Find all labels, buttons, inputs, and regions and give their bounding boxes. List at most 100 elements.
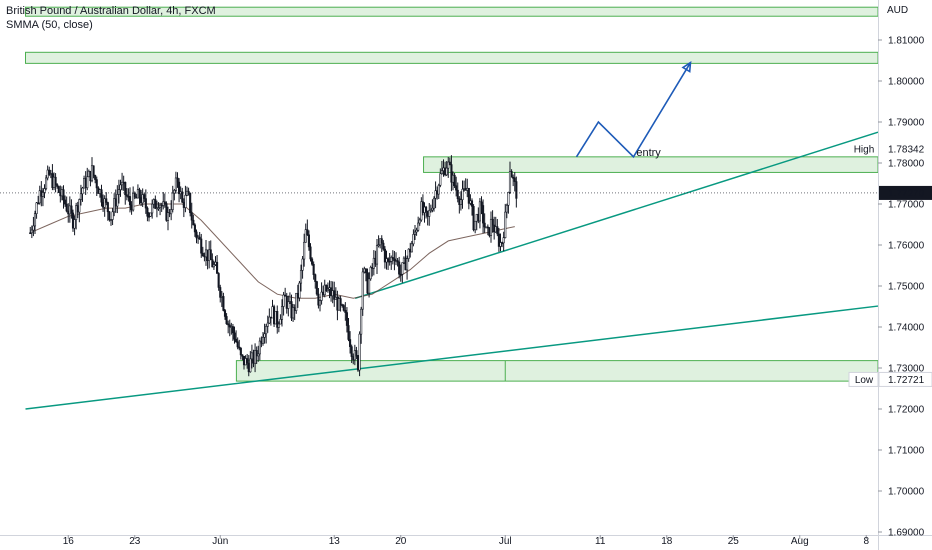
candle-body <box>456 189 459 200</box>
candle-body <box>84 178 87 189</box>
candle-body <box>279 319 282 325</box>
candle-body <box>119 184 122 190</box>
time-tick-label: 16 <box>63 536 75 547</box>
candle-body <box>214 261 217 265</box>
candle-body <box>478 201 481 222</box>
candle-body <box>92 165 95 176</box>
candle-body <box>377 244 380 247</box>
price-axis[interactable]: AUD 1.810001.800001.790001.780001.770001… <box>878 5 925 539</box>
candle-body <box>485 226 488 229</box>
candle-body <box>364 268 367 274</box>
candle-body <box>209 249 212 260</box>
candle-body <box>483 222 486 228</box>
candle-body <box>154 199 157 209</box>
price-tick-label: 1.71000 <box>888 446 925 457</box>
candle-body <box>493 224 496 233</box>
candle-body <box>380 238 383 244</box>
zone-rect <box>25 51 879 64</box>
candle-body <box>426 210 429 217</box>
candle-body <box>303 241 306 260</box>
candle-body <box>192 219 195 226</box>
candle-body <box>429 209 432 212</box>
candle-body <box>396 260 399 263</box>
candle-body <box>173 189 176 194</box>
time-tick-label: Aug <box>791 536 809 547</box>
candle-body <box>32 225 35 231</box>
candle-body <box>190 212 193 221</box>
symbol-title: British Pound / Australian Dollar, 4h, F… <box>6 5 216 17</box>
candle-body <box>399 273 402 276</box>
low-badge: Low 1.72721 <box>848 371 932 387</box>
candle-body <box>292 307 295 319</box>
candle-body <box>163 201 166 204</box>
candle-body <box>505 204 508 213</box>
candle-body <box>258 340 261 355</box>
candle-body <box>296 292 299 299</box>
candle-body <box>46 169 49 179</box>
candle-body <box>70 205 73 214</box>
time-axis[interactable]: 16 23 Jun 13 20 Jul 11 18 25 Aug 8 <box>63 535 870 547</box>
candle-body <box>103 198 106 208</box>
indicator-label: SMMA (50, close) <box>6 19 93 31</box>
candle-body <box>49 173 52 175</box>
candle-body <box>475 213 478 222</box>
candle-body <box>451 174 455 183</box>
price-tick-label: 1.73000 <box>888 364 925 375</box>
candle-body <box>200 238 203 254</box>
candle-body <box>108 211 111 221</box>
candle-body <box>79 193 82 200</box>
candle-body <box>238 346 241 349</box>
candle-body <box>95 179 98 189</box>
candle-body <box>121 181 124 186</box>
candle-body <box>383 248 386 263</box>
candle-body <box>418 219 421 224</box>
candle-body <box>298 282 301 299</box>
candle-body <box>116 194 119 207</box>
candle-body <box>100 189 103 203</box>
candle-body <box>339 298 342 306</box>
low-value: 1.72721 <box>888 375 925 386</box>
candle-body <box>455 185 458 191</box>
zone-rect <box>423 156 879 173</box>
candle-body <box>299 270 303 284</box>
candle-body <box>54 176 57 185</box>
candle-body <box>425 206 428 212</box>
candle-body <box>374 257 377 265</box>
candle-body <box>105 198 108 203</box>
candle-body <box>166 212 170 221</box>
candle-body <box>360 308 363 335</box>
candle-body <box>311 258 314 265</box>
candle-body <box>217 273 220 288</box>
candle-body <box>439 173 442 186</box>
candle-body <box>406 258 409 271</box>
candle-body <box>337 298 341 311</box>
candle-body <box>141 194 144 204</box>
candle-body <box>477 213 480 222</box>
candle-body <box>318 300 322 306</box>
candle-body <box>87 170 90 178</box>
candle-body <box>464 188 467 191</box>
candle-body <box>189 192 192 214</box>
candle-body <box>157 207 160 209</box>
candle-body <box>361 271 364 310</box>
candle-body <box>358 333 361 371</box>
candle-body <box>432 197 436 209</box>
candle-body <box>372 257 375 269</box>
time-tick-label: 23 <box>129 536 141 547</box>
candle-body <box>71 212 75 229</box>
candle-body <box>197 236 200 239</box>
candle-body <box>434 190 437 199</box>
candle-body <box>38 190 41 204</box>
candle-body <box>81 187 84 195</box>
candle-body <box>67 210 70 215</box>
candle-body <box>222 296 225 311</box>
candle-body <box>352 356 355 361</box>
candle-body <box>459 199 462 205</box>
candle-body <box>124 181 127 196</box>
candle-body <box>371 267 374 269</box>
candle-body <box>263 333 266 338</box>
candle-body <box>448 161 451 165</box>
candle-body <box>127 195 130 198</box>
candle-body <box>220 296 223 298</box>
